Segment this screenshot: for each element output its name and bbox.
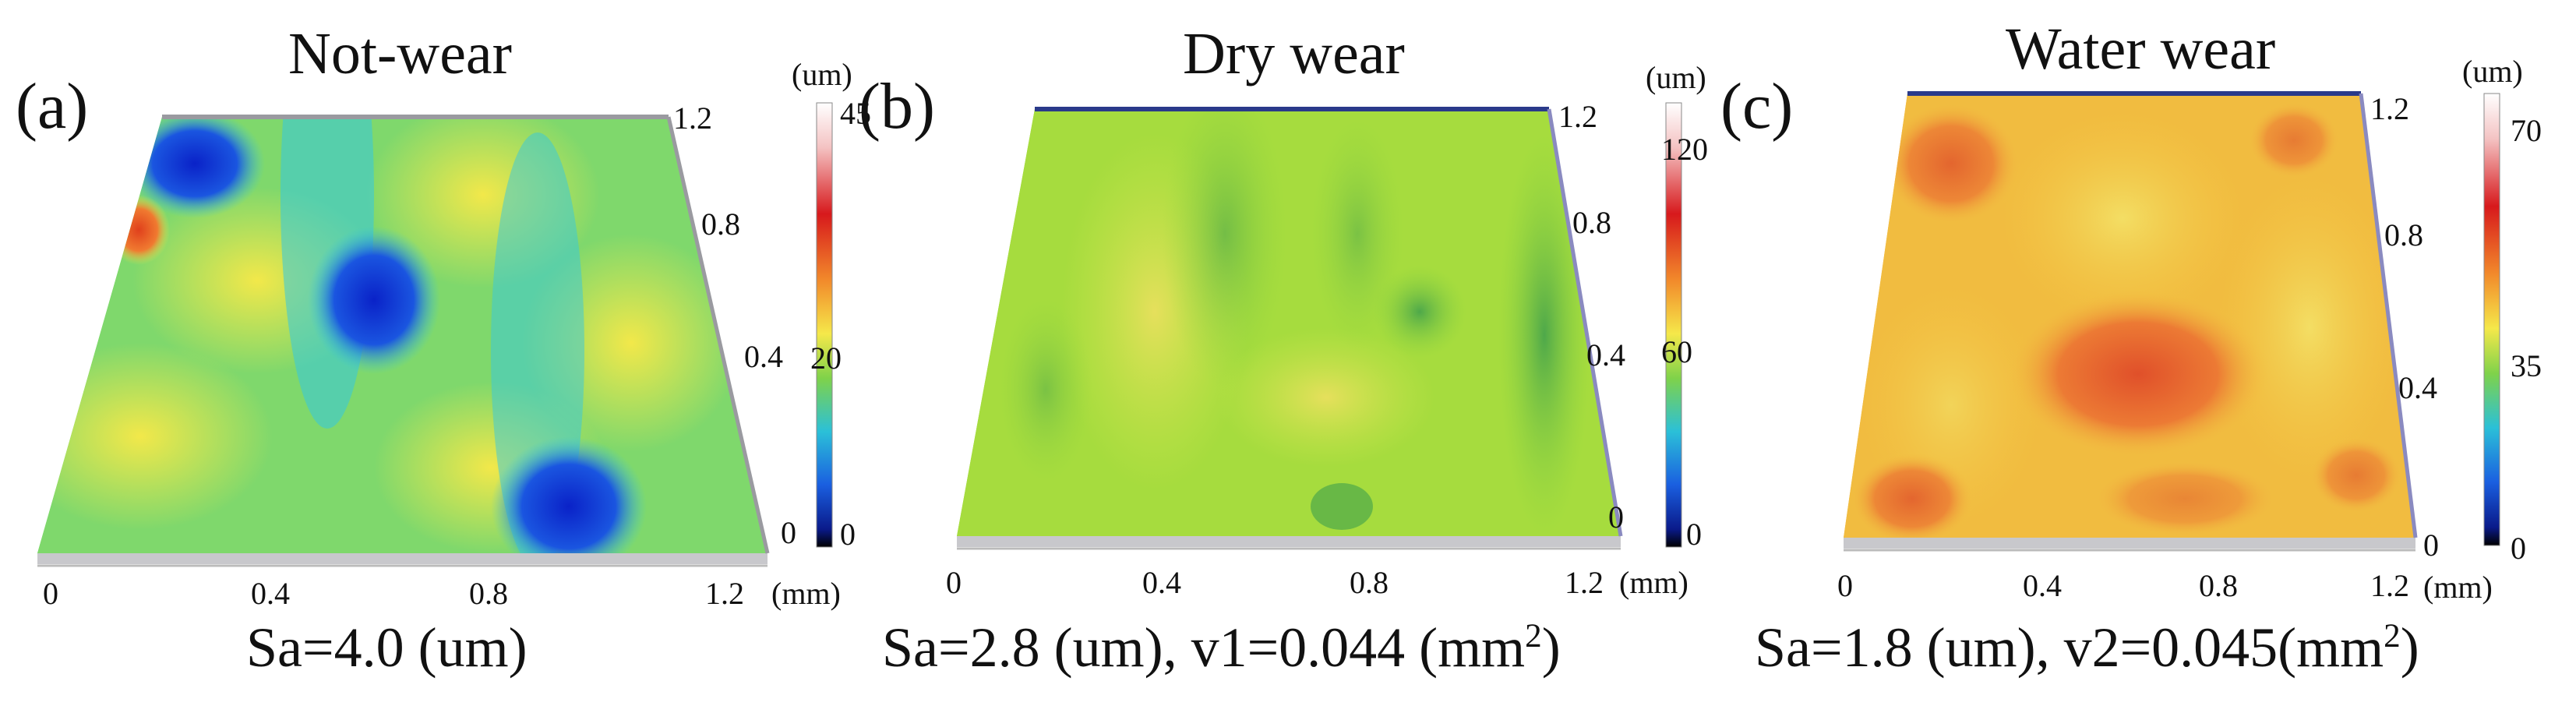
x-unit: (mm) xyxy=(771,576,841,611)
y-tick: 0.8 xyxy=(1572,205,1611,240)
panel-title: Not-wear xyxy=(288,21,512,86)
x-tick: 1.2 xyxy=(1565,565,1604,600)
panel-dry-wear: (b) Dry wear 0 0.4 0.8 1.2 (mm) 1.2 0.8 … xyxy=(859,0,1717,720)
colorbar-label: 45 xyxy=(840,96,871,131)
panel-title: Water wear xyxy=(2006,16,2276,82)
surface-plot-a xyxy=(37,102,833,567)
x-tick: 0.8 xyxy=(469,576,508,611)
y-tick: 0 xyxy=(781,515,796,550)
y-tick: 0.4 xyxy=(1586,337,1625,372)
y-tick: 1.2 xyxy=(2370,91,2409,126)
x-tick: 0.4 xyxy=(2023,568,2062,603)
colorbar-unit: (um) xyxy=(792,57,852,92)
surface-base-b xyxy=(957,536,1621,547)
x-tick: 1.2 xyxy=(705,576,744,611)
colorbar-unit: (um) xyxy=(1646,60,1706,95)
colorbar-label: 0 xyxy=(840,517,856,552)
panel-title: Dry wear xyxy=(1183,21,1405,86)
y-tick: 1.2 xyxy=(1558,99,1597,134)
colorbar-a xyxy=(816,102,833,548)
colorbar-unit: (um) xyxy=(2462,54,2523,89)
x-tick: 0.4 xyxy=(1142,565,1181,600)
surface-plot-b xyxy=(957,102,1682,550)
x-tick: 1.2 xyxy=(2370,568,2409,603)
colorbar-label: 120 xyxy=(1661,132,1708,167)
x-unit: (mm) xyxy=(1619,565,1689,600)
y-tick: 0.8 xyxy=(2384,217,2423,252)
colorbar-label: 70 xyxy=(2511,113,2542,148)
colorbar-b xyxy=(1665,102,1682,548)
x-tick: 0.8 xyxy=(1350,565,1389,600)
panel-water-wear: (c) Water wear 0 0.4 0.8 1.2 (mm) 1.2 0.… xyxy=(1717,0,2576,720)
colorbar-label: 60 xyxy=(1661,334,1692,369)
surface-base-c xyxy=(1844,538,2415,549)
surface-base-a xyxy=(37,553,768,564)
y-tick: 0.8 xyxy=(701,206,740,242)
colorbar-label: 35 xyxy=(2511,348,2542,383)
roughness-label: Sa=4.0 (um) xyxy=(246,616,528,679)
x-unit: (mm) xyxy=(2423,570,2493,605)
x-tick: 0 xyxy=(946,565,962,600)
x-tick: 0.8 xyxy=(2199,568,2238,603)
y-tick: 0.4 xyxy=(744,339,783,374)
panel-not-wear: (a) Not-wear 0 0.4 0.8 1.2 (mm) 1.2 0.8 … xyxy=(0,0,871,720)
roughness-volume-label: Sa=1.8 (um), v2=0.045(mm2) xyxy=(1755,616,2419,679)
x-tick: 0.4 xyxy=(251,576,290,611)
colorbar-label: 20 xyxy=(810,341,842,376)
y-tick: 0 xyxy=(2423,528,2439,563)
panel-letter: (b) xyxy=(859,70,935,143)
panel-letter: (c) xyxy=(1720,70,1794,143)
x-tick: 0 xyxy=(1837,568,1853,603)
colorbar-label: 0 xyxy=(2511,531,2526,566)
colorbar-c xyxy=(2483,93,2500,546)
panel-letter: (a) xyxy=(16,70,89,143)
surface-plot-c xyxy=(1844,91,2500,552)
y-tick: 0.4 xyxy=(2398,370,2437,405)
y-tick: 1.2 xyxy=(673,101,712,136)
roughness-volume-label: Sa=2.8 (um), v1=0.044 (mm2) xyxy=(882,616,1561,679)
y-tick: 0 xyxy=(1608,499,1624,535)
x-tick: 0 xyxy=(43,576,58,611)
colorbar-label: 0 xyxy=(1686,517,1702,552)
